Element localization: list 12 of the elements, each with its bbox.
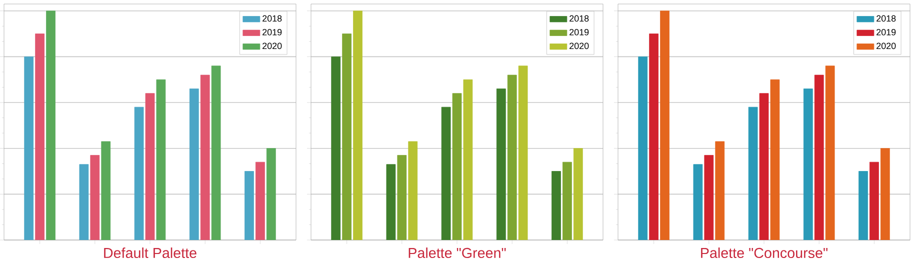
- legend-label: 2018: [262, 15, 282, 22]
- text: Default Palette: [104, 248, 196, 258]
- legend-label: 2020: [570, 42, 589, 50]
- legend-label: 2020: [876, 42, 896, 50]
- legend-label: 2019: [262, 28, 282, 36]
- legend-label: 2019: [876, 28, 896, 36]
- legend-label: 2018: [570, 15, 589, 22]
- legend-label: 2018: [876, 15, 896, 22]
- legend-label: 2019: [570, 28, 589, 36]
- text: Palette "Concourse": [701, 248, 828, 258]
- text: Palette "Green": [408, 248, 506, 258]
- legend-label: 2020: [262, 42, 282, 50]
